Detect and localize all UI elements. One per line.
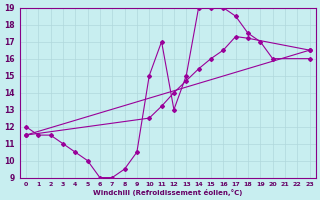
X-axis label: Windchill (Refroidissement éolien,°C): Windchill (Refroidissement éolien,°C) [93, 189, 243, 196]
